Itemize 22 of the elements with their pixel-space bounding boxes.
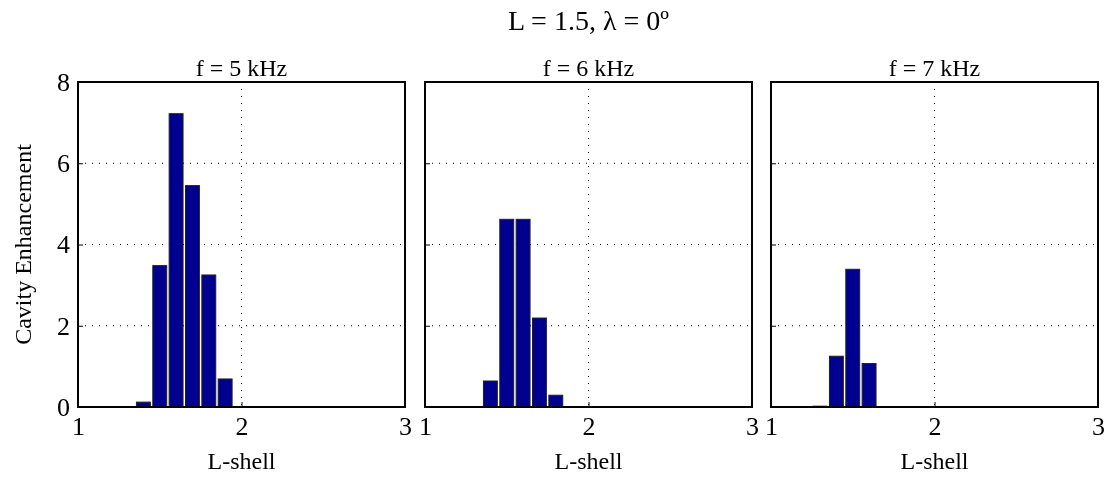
x-tick-label: 3 bbox=[399, 412, 412, 442]
x-axis-title: L-shell bbox=[207, 448, 276, 474]
y-tick-label: 8 bbox=[57, 67, 70, 97]
x-tick-label: 2 bbox=[235, 412, 249, 442]
x-tick-label: 3 bbox=[1092, 412, 1105, 442]
x-tick-label: 1 bbox=[419, 412, 432, 442]
x-axis-title: L-shell bbox=[900, 448, 969, 474]
y-axis-title: Cavity Enhancement bbox=[10, 143, 36, 345]
y-tick-label: 4 bbox=[57, 230, 70, 260]
x-tick-label: 3 bbox=[746, 412, 759, 442]
y-tick-label: 2 bbox=[57, 311, 70, 341]
x-tick-label: 2 bbox=[582, 412, 596, 442]
chart-subtitle: f = 6 kHz bbox=[542, 55, 635, 81]
x-tick-label: 1 bbox=[72, 412, 85, 442]
y-tick-label: 6 bbox=[57, 149, 70, 179]
x-axis-title: L-shell bbox=[554, 448, 623, 474]
x-tick-label: 1 bbox=[765, 412, 778, 442]
x-tick-label: 2 bbox=[928, 412, 942, 442]
y-tick-label: 0 bbox=[57, 392, 70, 422]
chart-subtitle: f = 7 kHz bbox=[888, 55, 981, 81]
chart-subtitle: f = 5 kHz bbox=[195, 55, 288, 81]
chart-title: L = 1.5, λ = 0º bbox=[508, 5, 670, 36]
